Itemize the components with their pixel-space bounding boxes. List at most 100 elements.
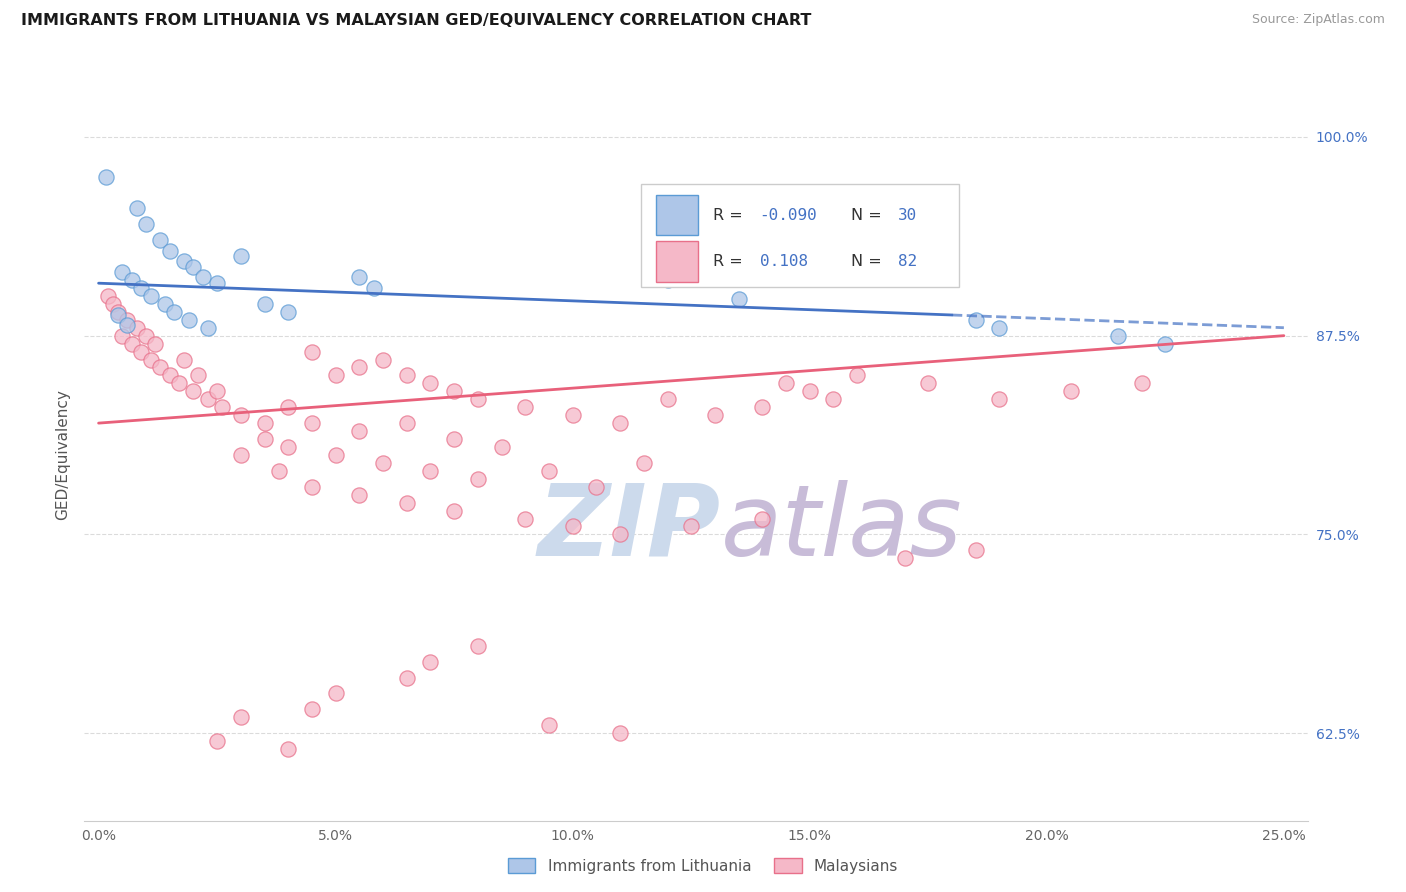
Point xyxy=(609,416,631,430)
FancyBboxPatch shape xyxy=(655,242,699,282)
Point xyxy=(751,511,773,525)
Point xyxy=(277,742,299,756)
FancyBboxPatch shape xyxy=(641,185,959,286)
Point xyxy=(609,726,631,740)
Point xyxy=(965,312,987,326)
Point xyxy=(135,218,157,232)
Point xyxy=(153,297,176,311)
Text: atlas: atlas xyxy=(720,480,962,576)
Text: 0.108: 0.108 xyxy=(759,254,807,269)
Point xyxy=(443,384,465,399)
Point xyxy=(419,376,441,391)
Point xyxy=(229,448,252,462)
Point xyxy=(125,320,148,334)
Point xyxy=(325,686,347,700)
Point xyxy=(515,401,537,415)
Point xyxy=(167,376,190,391)
Point xyxy=(325,448,347,462)
Point xyxy=(111,328,134,343)
Point xyxy=(395,416,418,430)
Point xyxy=(727,292,749,306)
Point xyxy=(277,401,299,415)
Text: ZIP: ZIP xyxy=(537,480,720,576)
Point xyxy=(633,456,655,470)
Point xyxy=(277,305,299,319)
Text: 82: 82 xyxy=(898,254,917,269)
Point xyxy=(115,318,138,332)
Point xyxy=(395,368,418,383)
Point xyxy=(139,289,162,303)
Point xyxy=(205,734,228,748)
FancyBboxPatch shape xyxy=(655,195,699,235)
Text: N =: N = xyxy=(851,208,887,223)
Point xyxy=(163,305,186,319)
Point xyxy=(443,432,465,446)
Point xyxy=(917,376,939,391)
Point xyxy=(395,671,418,685)
Point xyxy=(846,368,869,383)
Point xyxy=(467,639,489,653)
Point xyxy=(115,312,138,326)
Point xyxy=(1154,336,1177,351)
Point xyxy=(467,472,489,486)
Point xyxy=(197,320,219,334)
Point xyxy=(419,464,441,478)
Point xyxy=(211,401,233,415)
Point xyxy=(301,702,323,716)
Point xyxy=(149,233,172,247)
Point xyxy=(183,384,205,399)
Point xyxy=(229,408,252,422)
Point xyxy=(277,440,299,454)
Point xyxy=(205,276,228,290)
Point xyxy=(121,273,143,287)
Point xyxy=(681,519,703,533)
Point xyxy=(419,655,441,669)
Point xyxy=(197,392,219,407)
Point xyxy=(467,392,489,407)
Point xyxy=(395,495,418,509)
Point xyxy=(301,480,323,494)
Point xyxy=(893,551,915,566)
Point xyxy=(97,289,120,303)
Point xyxy=(371,456,394,470)
Text: 30: 30 xyxy=(898,208,917,223)
Point xyxy=(775,376,797,391)
Point xyxy=(823,392,845,407)
Point xyxy=(1107,328,1129,343)
Point xyxy=(253,432,276,446)
Point xyxy=(371,352,394,367)
Point xyxy=(349,424,371,438)
Point xyxy=(121,336,143,351)
Point xyxy=(443,503,465,517)
Point xyxy=(988,392,1011,407)
Point xyxy=(183,260,205,275)
Point xyxy=(965,543,987,558)
Point xyxy=(173,352,195,367)
Point xyxy=(229,710,252,724)
Point xyxy=(101,297,124,311)
Point xyxy=(657,392,679,407)
Point xyxy=(94,169,117,184)
Point xyxy=(145,336,167,351)
Point xyxy=(537,464,560,478)
Point xyxy=(325,368,347,383)
Point xyxy=(187,368,209,383)
Point xyxy=(107,305,129,319)
Point xyxy=(515,511,537,525)
Point xyxy=(585,480,607,494)
Point xyxy=(301,344,323,359)
Point xyxy=(191,269,214,284)
Y-axis label: GED/Equivalency: GED/Equivalency xyxy=(55,390,70,520)
Point xyxy=(491,440,513,454)
Point xyxy=(799,384,821,399)
Point xyxy=(173,254,195,268)
Point xyxy=(267,464,290,478)
Point xyxy=(349,360,371,375)
Point xyxy=(139,352,162,367)
Point xyxy=(135,328,157,343)
Text: R =: R = xyxy=(713,208,748,223)
Point xyxy=(349,269,371,284)
Point xyxy=(111,265,134,279)
Point xyxy=(253,416,276,430)
Point xyxy=(561,519,583,533)
